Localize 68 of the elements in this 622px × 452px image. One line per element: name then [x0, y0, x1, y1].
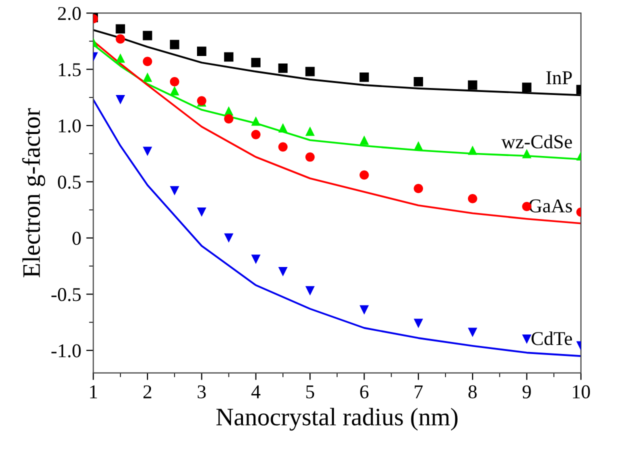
x-tick-label: 9: [522, 385, 531, 398]
point: [278, 142, 288, 152]
point: [278, 267, 288, 276]
point: [142, 30, 152, 40]
point: [468, 146, 478, 155]
point: [360, 72, 369, 82]
x-tick-label: 5: [306, 385, 314, 398]
x-tick-label: 10: [572, 385, 590, 398]
point: [305, 286, 315, 296]
point: [278, 64, 288, 73]
x-tick-label: 3: [198, 385, 206, 398]
point: [251, 130, 261, 140]
point: [170, 186, 180, 196]
point: [305, 126, 315, 136]
point: [251, 116, 261, 126]
point: [360, 136, 369, 145]
point: [197, 207, 206, 217]
x-tick-label: 1: [90, 385, 97, 398]
point: [224, 114, 234, 124]
point: [116, 95, 126, 104]
point: [414, 141, 424, 150]
point: [522, 148, 532, 158]
y-tick-label: 1.0: [58, 119, 81, 133]
line-series: [93, 29, 581, 96]
point: [251, 254, 261, 264]
point: [197, 46, 206, 56]
series-label: InP: [546, 71, 572, 84]
point: [305, 66, 315, 76]
x-tick-label: 8: [468, 385, 477, 398]
y-tick-label: -0.5: [51, 288, 81, 302]
x-axis-title: Nanocrystal radius (nm): [216, 408, 458, 431]
y-tick-label: 0.5: [58, 176, 81, 189]
point: [468, 328, 478, 338]
y-axis-title: Electron g-factor: [22, 108, 46, 278]
x-tick-label: 2: [143, 385, 152, 398]
point: [116, 53, 126, 63]
y-tick-label: 0: [72, 232, 81, 245]
point: [142, 72, 152, 82]
point: [116, 34, 126, 44]
point: [224, 52, 234, 62]
y-tick-label: -1.0: [51, 344, 81, 358]
point: [360, 170, 369, 180]
point: [142, 146, 152, 156]
point: [414, 318, 424, 328]
point: [522, 82, 532, 92]
point: [468, 194, 478, 204]
point: [142, 56, 152, 66]
x-tick-label: 6: [360, 385, 368, 398]
point: [224, 233, 234, 243]
x-tick-label: 4: [251, 385, 260, 398]
y-tick-label: 2.0: [58, 6, 81, 20]
series-label: CdTe: [532, 331, 572, 346]
point: [305, 152, 315, 162]
point: [170, 86, 180, 96]
point: [468, 80, 478, 90]
point: [414, 184, 424, 194]
line-series: [93, 98, 581, 357]
point: [522, 334, 532, 344]
point: [360, 305, 369, 315]
series-label: wz-CdSe: [501, 134, 572, 148]
point: [170, 77, 180, 86]
point: [251, 58, 261, 68]
point: [414, 77, 424, 86]
y-tick-label: 1.5: [58, 63, 81, 76]
point: [278, 123, 288, 132]
x-tick-label: 7: [414, 385, 423, 398]
point: [170, 40, 180, 50]
point: [116, 24, 126, 34]
